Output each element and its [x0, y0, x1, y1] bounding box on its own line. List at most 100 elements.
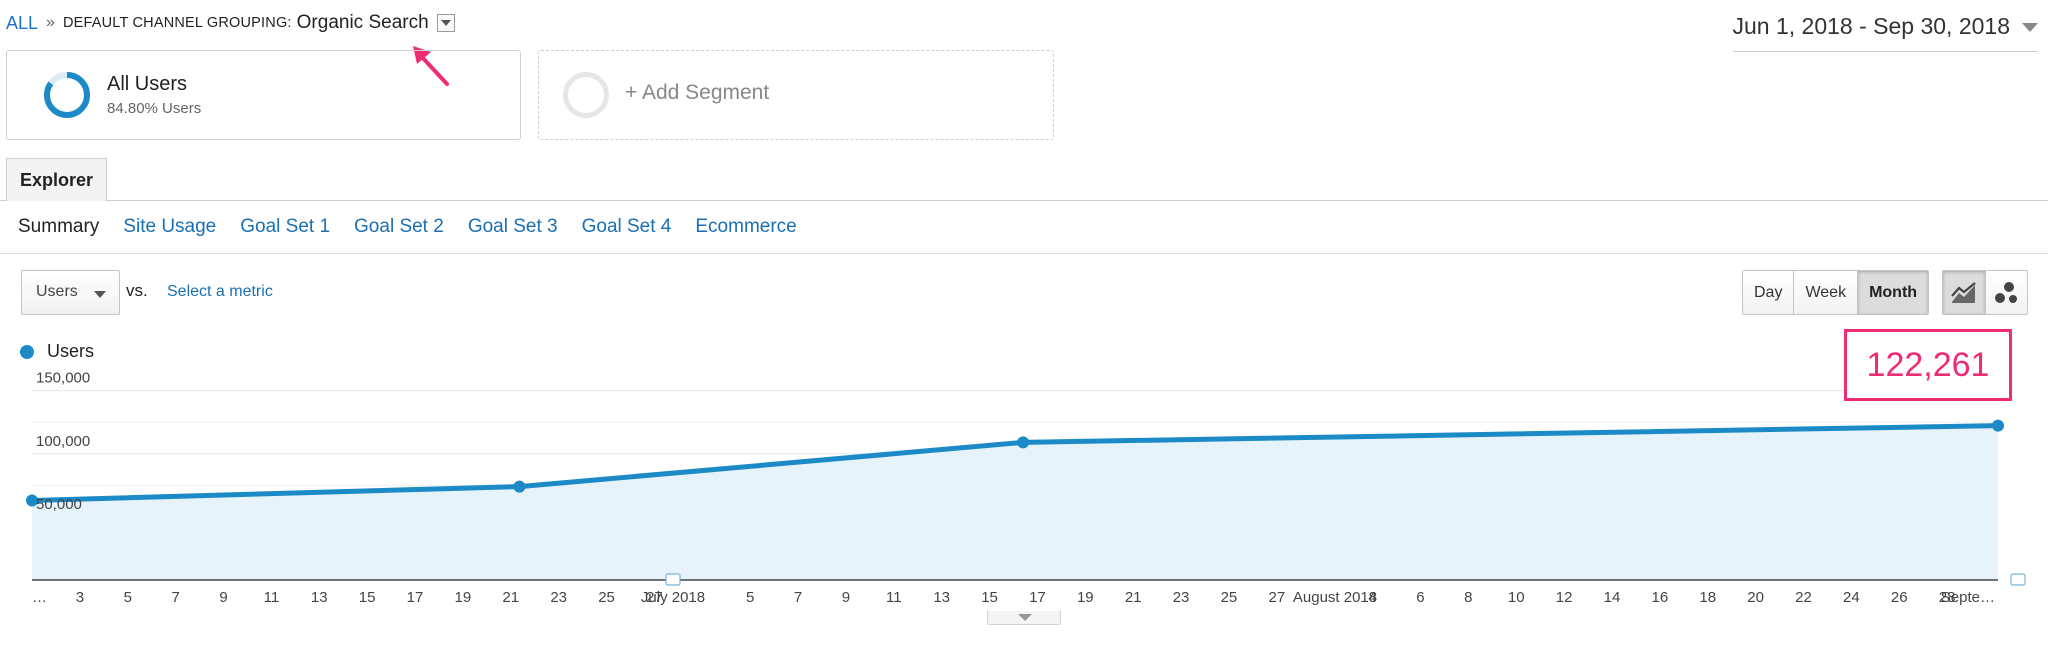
- x-tick-label: 7: [171, 589, 179, 606]
- segment-subtitle: 84.80% Users: [107, 100, 202, 117]
- subtab-site-usage[interactable]: Site Usage: [123, 216, 217, 237]
- date-range-label: Jun 1, 2018 - Sep 30, 2018: [1732, 13, 2011, 39]
- x-tick-label: 6: [1416, 589, 1424, 606]
- tab-explorer[interactable]: Explorer: [6, 158, 108, 201]
- breadcrumb-dimension-value: Organic Search: [296, 12, 429, 33]
- empty-segment-icon: [563, 72, 609, 118]
- x-tick-label: 25: [1221, 589, 1238, 606]
- x-tick-label: 25: [598, 589, 615, 606]
- tab-divider: [0, 200, 2048, 201]
- select-metric-link[interactable]: Select a metric: [167, 283, 273, 300]
- x-tick-label: 7: [794, 589, 802, 606]
- x-tick-label: 17: [1029, 589, 1046, 606]
- breadcrumb-dimension-label: DEFAULT CHANNEL GROUPING:: [62, 15, 292, 31]
- annotation-marker-icon: [2010, 573, 2026, 586]
- x-tick-label: 9: [842, 589, 850, 606]
- metric-select-value: Users: [36, 283, 78, 300]
- x-tick-label: August 2018: [1293, 589, 1377, 606]
- x-tick-label: 26: [1891, 589, 1908, 606]
- y-tick-label: 100,000: [36, 433, 90, 450]
- x-tick-label: 23: [550, 589, 567, 606]
- motion-chart-icon: [1995, 281, 2018, 303]
- data-point-users-3: [1992, 419, 2004, 432]
- subtab-ecommerce[interactable]: Ecommerce: [695, 216, 797, 237]
- segment-all-users[interactable]: All Users 84.80% Users: [6, 50, 521, 140]
- date-range-picker[interactable]: Jun 1, 2018 - Sep 30, 2018: [1732, 13, 2038, 52]
- x-tick-label: 19: [455, 589, 472, 606]
- series-area: [32, 425, 1998, 580]
- x-tick-label: 8: [1464, 589, 1472, 606]
- explorer-subtabs: Summary Site Usage Goal Set 1 Goal Set 2…: [18, 216, 821, 238]
- series-line-users: [31, 423, 1999, 503]
- x-tick-label: 17: [407, 589, 424, 606]
- users-line-chart: 50,000 100,000 150,000 … 3 5 7 9 11 13 15 17 19 21 23 2…: [26, 370, 2026, 606]
- x-tick-label: 28: [1939, 589, 1956, 606]
- x-tick-label: Septe…: [1941, 589, 1995, 606]
- add-segment-label: + Add Segment: [625, 81, 770, 104]
- subtab-goal-set-2[interactable]: Goal Set 2: [354, 216, 444, 237]
- x-tick-label: 19: [1077, 589, 1094, 606]
- x-tick-label: 20: [1747, 589, 1764, 606]
- metric-select[interactable]: Users: [21, 270, 120, 315]
- segment-donut-icon: [44, 72, 90, 118]
- x-tick-label: …: [32, 589, 47, 606]
- add-segment-button[interactable]: + Add Segment: [538, 50, 1054, 140]
- x-tick-label: 21: [502, 589, 519, 606]
- breadcrumb-all-link[interactable]: ALL: [6, 12, 39, 33]
- subtab-goal-set-3[interactable]: Goal Set 3: [467, 216, 558, 237]
- period-day-button[interactable]: Day: [1743, 271, 1795, 314]
- x-tick-label: 3: [76, 589, 84, 606]
- data-point-users-1: [513, 480, 526, 493]
- breadcrumb: ALL » DEFAULT CHANNEL GROUPING: Organic …: [6, 11, 455, 35]
- subtab-divider: [0, 253, 2048, 254]
- x-tick-label: 23: [1173, 589, 1190, 606]
- line-chart-button[interactable]: [1943, 271, 1986, 314]
- x-tick-label: 21: [1125, 589, 1142, 606]
- x-tick-label: 27: [1268, 589, 1285, 606]
- x-tick-label: 9: [219, 589, 227, 606]
- chevron-down-icon[interactable]: [436, 14, 455, 32]
- breadcrumb-separator: »: [46, 14, 55, 31]
- x-tick-label: 14: [1604, 589, 1621, 606]
- period-month-button[interactable]: Month: [1858, 271, 1929, 314]
- period-week-button[interactable]: Week: [1794, 271, 1859, 314]
- chart-legend: Users: [20, 341, 94, 362]
- highlight-annotation-box: 122,261: [1844, 329, 2012, 401]
- chart-expand-handle[interactable]: [987, 611, 1061, 625]
- y-tick-label: 50,000: [36, 496, 82, 513]
- period-toggle-group: Day Week Month: [1742, 270, 1930, 315]
- caret-down-icon: [2022, 23, 2038, 32]
- chart-type-toggle-group: [1942, 270, 2028, 315]
- x-tick-label: 10: [1508, 589, 1525, 606]
- vs-label: vs.: [126, 281, 148, 300]
- x-tick-label: 22: [1795, 589, 1812, 606]
- x-tick-label: 24: [1843, 589, 1860, 606]
- x-tick-label: 11: [886, 589, 902, 606]
- legend-label-users: Users: [47, 341, 95, 361]
- subtab-goal-set-4[interactable]: Goal Set 4: [581, 216, 672, 237]
- x-tick-label: 11: [264, 589, 280, 606]
- data-point-users-2: [1017, 436, 1030, 449]
- x-tick-label: 13: [933, 589, 950, 606]
- legend-dot-icon: [20, 344, 34, 359]
- x-tick-label: 16: [1652, 589, 1669, 606]
- x-tick-label: July 2018: [641, 589, 705, 606]
- x-tick-label: 5: [746, 589, 754, 606]
- highlight-value: 122,261: [1866, 346, 1990, 384]
- data-point-users-0: [26, 494, 38, 507]
- line-chart-icon: [1950, 281, 1976, 303]
- caret-down-icon: [94, 291, 106, 298]
- y-tick-label: 150,000: [36, 370, 90, 387]
- motion-chart-button[interactable]: [1985, 271, 2027, 314]
- x-tick-label: 4: [1368, 589, 1376, 606]
- subtab-summary[interactable]: Summary: [18, 216, 100, 237]
- x-tick-label: 13: [311, 589, 328, 606]
- annotation-marker-icon: [665, 573, 681, 586]
- x-tick-label: 5: [124, 589, 132, 606]
- subtab-goal-set-1[interactable]: Goal Set 1: [240, 216, 331, 237]
- x-tick-label: 12: [1556, 589, 1573, 606]
- x-tick-label: 18: [1699, 589, 1716, 606]
- x-tick-label: 15: [981, 589, 998, 606]
- segment-name: All Users: [107, 73, 188, 95]
- x-tick-label: 15: [359, 589, 376, 606]
